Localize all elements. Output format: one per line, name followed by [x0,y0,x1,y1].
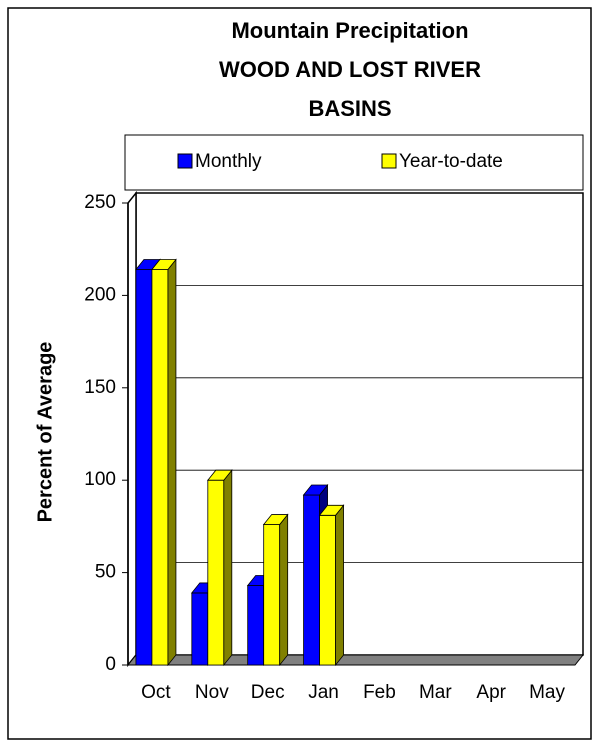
chart-title: WOOD AND LOST RIVER [219,57,481,82]
x-tick-label: Jan [308,682,339,703]
chart-title: Mountain Precipitation [231,18,468,43]
side-wall [127,190,137,668]
x-tick-label: May [529,682,565,703]
bar [206,469,233,667]
bar-front [151,269,169,666]
bar-front [263,524,281,666]
y-axis-label: Percent of Average [34,342,56,523]
x-tick-label: Mar [419,682,452,703]
x-tick-label: Nov [195,682,229,703]
x-tick-label: Apr [476,682,506,703]
y-tick-label: 250 [84,192,116,213]
bar [262,513,289,667]
legend-label: Year-to-date [399,151,503,172]
x-tick-label: Dec [251,682,285,703]
bar-top [262,514,289,525]
bar-front [247,585,265,666]
bar-front [191,592,209,666]
legend-label: Monthly [195,151,262,172]
bar-front [319,514,336,666]
bar [151,258,177,667]
floor [126,654,585,666]
bar-front [207,479,225,666]
bar-side [167,258,177,667]
chart-title: BASINS [308,96,391,121]
x-tick-label: Feb [363,682,396,703]
legend-swatch [177,153,193,169]
bar-side [279,513,289,667]
y-tick-label: 150 [84,377,116,398]
bar-top [318,504,345,516]
y-tick-label: 100 [84,469,116,490]
bar-front [303,494,320,666]
legend [124,134,584,191]
bar-top [151,259,177,270]
x-tick-label: Oct [141,682,171,703]
bar-side [335,504,344,667]
bar [318,504,345,667]
bar-side [223,469,233,667]
y-tick-label: 50 [95,562,116,583]
bar-top [206,469,233,481]
legend-swatch [381,153,397,169]
y-tick-label: 0 [105,654,116,675]
y-tick-label: 200 [84,284,116,305]
bar-top [302,484,329,496]
bar-front [135,269,153,666]
